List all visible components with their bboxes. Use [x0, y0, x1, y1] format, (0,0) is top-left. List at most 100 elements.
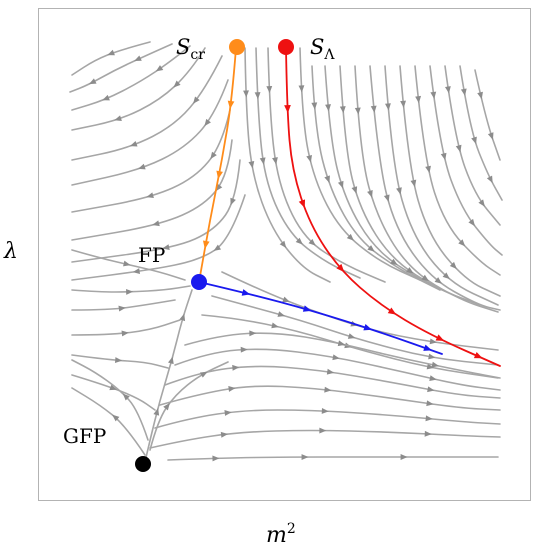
streamline-arrow	[213, 244, 222, 251]
streamline-arrow	[112, 414, 120, 422]
streamline-arrow	[109, 384, 117, 391]
fixed-points	[135, 39, 294, 472]
orange-trajectory-arrow	[216, 170, 223, 180]
s-cr-label: Scr	[176, 35, 205, 63]
streamline	[167, 456, 499, 461]
streamline-arrow	[460, 88, 467, 96]
streamline-arrow	[129, 140, 138, 147]
streamline	[71, 354, 169, 369]
blue-trajectory-arrow	[302, 305, 312, 312]
streamline-arrow	[347, 333, 356, 339]
streamline	[71, 139, 233, 241]
streamline	[354, 65, 499, 313]
streamline-arrow	[478, 199, 485, 207]
gfp-label: GFP	[63, 424, 106, 448]
streamline-arrow	[162, 244, 170, 250]
streamline	[71, 319, 181, 336]
streamline-arrow	[406, 267, 414, 274]
streamline-arrow	[168, 356, 174, 365]
blue-trajectory	[198, 281, 443, 355]
streamline	[255, 47, 361, 279]
streamline-arrow	[337, 340, 346, 347]
streamline-arrow	[426, 363, 435, 370]
streamline-arrow	[471, 136, 477, 145]
streamline-arrow	[210, 151, 217, 160]
streamline-arrow	[134, 55, 142, 62]
streamline	[459, 65, 503, 201]
streamline	[369, 65, 501, 311]
streamline-arrow	[204, 118, 211, 127]
streamline	[211, 295, 499, 366]
streamline-arrow	[279, 240, 287, 249]
streamline-arrow	[324, 386, 332, 393]
streamline-arrow	[121, 330, 129, 337]
red-trajectory-arrow	[387, 307, 397, 315]
streamline-arrow	[163, 402, 170, 411]
streamline	[429, 65, 503, 256]
streamline-arrow	[324, 175, 330, 183]
streamline	[414, 65, 501, 276]
streamline-arrow	[367, 190, 373, 198]
streamline-arrow	[230, 197, 236, 206]
streamline-arrow	[212, 455, 220, 462]
fp-point	[191, 274, 207, 290]
s-cr-point	[229, 39, 245, 55]
streamline-arrow	[224, 410, 232, 416]
streamline-arrow	[311, 102, 318, 110]
streamline-arrow	[319, 427, 327, 434]
streamline-arrow	[102, 94, 110, 101]
streamline-arrow	[254, 92, 261, 100]
streamline-arrow	[428, 353, 436, 360]
red-trajectory-arrow	[473, 351, 483, 359]
streamline-arrow	[421, 274, 429, 282]
s-lambda-point	[278, 39, 294, 55]
streamline-arrow	[351, 186, 358, 194]
streamline-arrow	[339, 106, 346, 114]
streamline-arrow	[468, 218, 475, 227]
streamline-arrow	[308, 238, 316, 246]
streamline-arrow	[118, 305, 126, 312]
s-lambda-label: SΛ	[310, 35, 335, 63]
orange-trajectory-arrow	[227, 100, 235, 109]
streamline-arrow	[332, 354, 340, 361]
streamline-arrow	[152, 220, 160, 227]
streamline-arrow	[444, 86, 451, 94]
streamline-arrow	[385, 103, 391, 111]
orange-trajectory-arrow	[202, 240, 210, 249]
streamline-arrow	[298, 85, 305, 93]
streamline-arrow	[114, 357, 123, 364]
streamline	[474, 69, 501, 161]
streamline	[299, 47, 421, 281]
streamline-arrow	[487, 132, 494, 140]
streamline-arrow	[107, 49, 115, 56]
streamline-arrow	[295, 237, 303, 245]
streamline-arrow	[440, 152, 447, 161]
streamline-arrow	[301, 454, 309, 460]
streamline-arrow	[429, 375, 437, 381]
streamline	[444, 65, 501, 226]
gfp-point	[135, 456, 151, 472]
streamline-arrow	[455, 144, 462, 153]
streamline	[324, 65, 461, 299]
streamline	[71, 249, 186, 281]
streamline	[71, 109, 231, 213]
streamline	[149, 429, 501, 449]
plot-frame	[38, 8, 531, 501]
streamline-arrow	[325, 104, 331, 112]
streamline-arrow	[179, 313, 186, 322]
streamline-arrow	[232, 364, 240, 371]
streamline-arrow	[410, 179, 417, 188]
streamline-arrow	[449, 261, 457, 269]
streamline	[69, 43, 173, 93]
red-trajectory-arrow	[298, 199, 306, 208]
streamline	[154, 409, 501, 429]
streamline-arrow	[321, 408, 329, 414]
streamline-arrow	[248, 161, 255, 169]
streamline-arrow	[367, 245, 375, 252]
streamline	[201, 314, 499, 379]
fp-label: FP	[138, 243, 165, 267]
streamline-arrow	[155, 65, 164, 72]
streamline	[144, 289, 193, 463]
streamline	[244, 47, 331, 283]
